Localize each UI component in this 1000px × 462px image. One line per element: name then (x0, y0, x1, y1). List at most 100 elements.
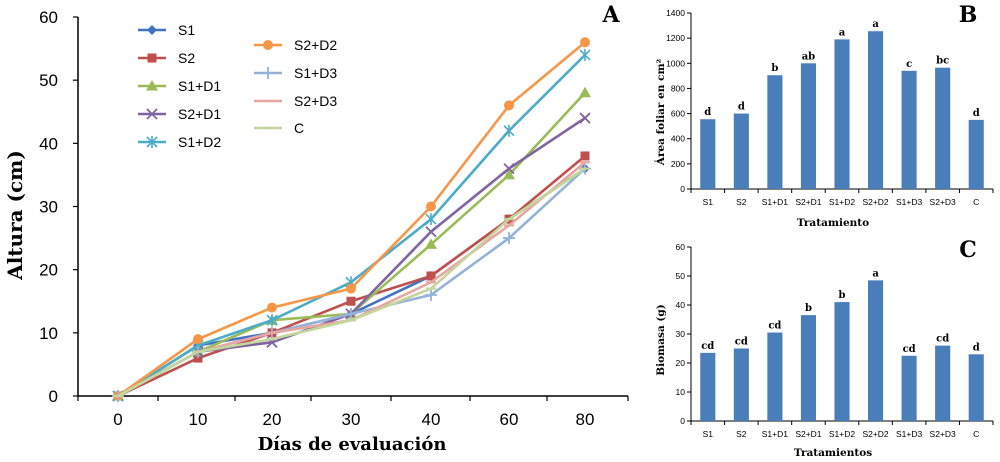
panel-a-legend-marker (146, 136, 158, 148)
panel-c-y-tick-label: 10 (676, 387, 686, 397)
panel-a-data-point (504, 100, 514, 111)
panel-a-series-line (117, 116, 586, 398)
panel-a-letter: A (601, 2, 620, 28)
panel-a-legend-marker (146, 108, 158, 120)
panel-c-x-tick-label: S1+D3 (896, 429, 922, 439)
panel-b-x-tick-label: S2+D3 (930, 197, 956, 207)
panel-b-letter: B (959, 2, 978, 28)
panel-c-y-tick-label: 20 (676, 358, 686, 368)
panel-b-bar (868, 31, 884, 189)
panel-a-legend-label: C (294, 120, 304, 136)
panel-b-y-tick-label: 200 (671, 159, 685, 169)
panel-a-data-point (579, 112, 591, 124)
panel-c-bar (733, 348, 749, 421)
panel-a-legend-marker (262, 67, 274, 79)
panel-c-x-tick-label: S1+D2 (829, 429, 855, 439)
panel-a-x-tick-label: 40 (422, 410, 441, 429)
panel-a-data-point (503, 232, 515, 245)
panel-a-data-point (193, 334, 203, 345)
panel-b-y-tick-label: 1200 (666, 33, 685, 43)
panel-a-data-point (426, 201, 436, 212)
panel-c-bar (868, 280, 884, 421)
panel-b-bar (733, 113, 749, 189)
panel-c-bar (834, 302, 850, 421)
panel-a-y-tick-label: 20 (39, 261, 58, 280)
panel-b-bar (901, 70, 917, 189)
panel-a-legend-entry: S2+D2 (254, 37, 337, 53)
panel-a-line-chart: A Altura (cm) Días de evaluación 0 10 20 30… (3, 2, 629, 455)
panel-a-series-s2-d2 (113, 37, 590, 401)
panel-a-legend-label: S2 (178, 50, 195, 66)
panel-a-data-point (266, 314, 278, 327)
panel-c-bar-chart: C Biomasa (g) Tratamientos 0 10 20 30 40 50 60… (655, 237, 994, 459)
panel-a-x-tick-label: 20 (263, 410, 282, 429)
panel-c-y-tick-label: 50 (676, 271, 686, 281)
panel-b-significance-label: ab (802, 51, 815, 62)
panel-a-legend-entry: S2+D1 (138, 106, 221, 122)
panel-a-data-point (346, 283, 356, 294)
panel-a-data-point (425, 213, 437, 226)
panel-b-significance-label: a (839, 27, 846, 38)
panel-b-bar (700, 119, 716, 189)
panel-c-x-tick-label: S2+D1 (795, 429, 821, 439)
panel-c-bar (700, 352, 716, 421)
panel-a-legend-label: S1+D1 (178, 78, 221, 94)
panel-a-x-tick-label: 0 (113, 410, 122, 429)
panel-b-x-tick-label: S2+D1 (795, 197, 821, 207)
panel-c-letter: C (959, 237, 977, 263)
panel-a-data-point (580, 151, 590, 161)
panel-a-data-point (503, 162, 515, 175)
panel-a-data-point (425, 288, 437, 301)
panel-c-significance-label: a (872, 268, 879, 279)
panel-c-y-tick-label: 60 (676, 242, 686, 252)
panel-c-x-tick-label: C (973, 429, 979, 439)
panel-a-series-s2 (113, 151, 590, 401)
panel-c-significance-label: cd (903, 344, 916, 355)
panel-b-y-tick-label: 800 (671, 83, 685, 93)
panel-a-data-point (425, 226, 437, 238)
panel-c-y-tick-label: 0 (680, 416, 685, 426)
panel-b-x-tick-label: S2+D2 (862, 197, 888, 207)
panel-b-significance-label: bc (936, 56, 949, 67)
panel-b-x-tick-label: S1+D1 (762, 197, 788, 207)
panel-c-x-tick-label: S1 (703, 429, 714, 439)
panel-b-significance-label: d (704, 107, 711, 118)
panel-a-legend-label: S2+D2 (294, 37, 337, 53)
panel-a-legend-label: S2+D3 (294, 93, 337, 109)
panel-c-significance-label: cd (768, 321, 781, 332)
panel-a-x-axis-label: Días de evaluación (258, 434, 447, 455)
panel-c-x-tick-label: S2+D2 (862, 429, 888, 439)
panel-a-legend-entry: C (254, 120, 304, 136)
panel-b-y-tick-label: 600 (671, 109, 685, 119)
panel-b-significance-label: c (906, 59, 912, 70)
panel-c-significance-label: b (839, 290, 846, 301)
panel-a-legend-entry: S1+D2 (138, 134, 221, 150)
panel-a-data-point (503, 124, 515, 137)
panel-b-significance-label: a (872, 19, 879, 30)
panel-c-bar (767, 332, 783, 421)
panel-a-data-point (579, 48, 591, 61)
panel-a-data-point (193, 353, 203, 363)
panel-b-y-axis-label: Área foliar en cm² (653, 58, 667, 166)
panel-a-legend-entry: S1 (138, 22, 195, 38)
panel-a-legend-entry: S1+D1 (138, 78, 221, 94)
panel-c-x-tick-label: S2+D3 (930, 429, 956, 439)
panel-a-legend-entry: S2 (138, 50, 195, 66)
panel-a-legend-marker (147, 53, 157, 63)
panel-a-legend-marker (146, 80, 158, 91)
panel-c-x-axis-label: Tratamientos (794, 447, 872, 459)
panel-c-bar (901, 355, 917, 421)
panel-c-significance-label: b (805, 303, 812, 314)
panel-a-series-c (113, 167, 590, 398)
panel-b-significance-label: b (771, 63, 778, 74)
panel-a-legend-label: S1+D2 (178, 134, 221, 150)
panel-b-bar (968, 119, 984, 189)
panel-a-x-tick-label: 10 (189, 410, 208, 429)
panel-b-significance-label: d (973, 108, 980, 119)
panel-a-y-tick-label: 40 (39, 134, 58, 153)
panel-a-legend-label: S1+D3 (294, 65, 337, 81)
panel-c-y-tick-label: 30 (676, 329, 686, 339)
panel-b-bar-chart: B Área foliar en cm² Tratamiento 0 200 400… (653, 2, 994, 229)
panel-c-significance-label: d (973, 342, 980, 353)
